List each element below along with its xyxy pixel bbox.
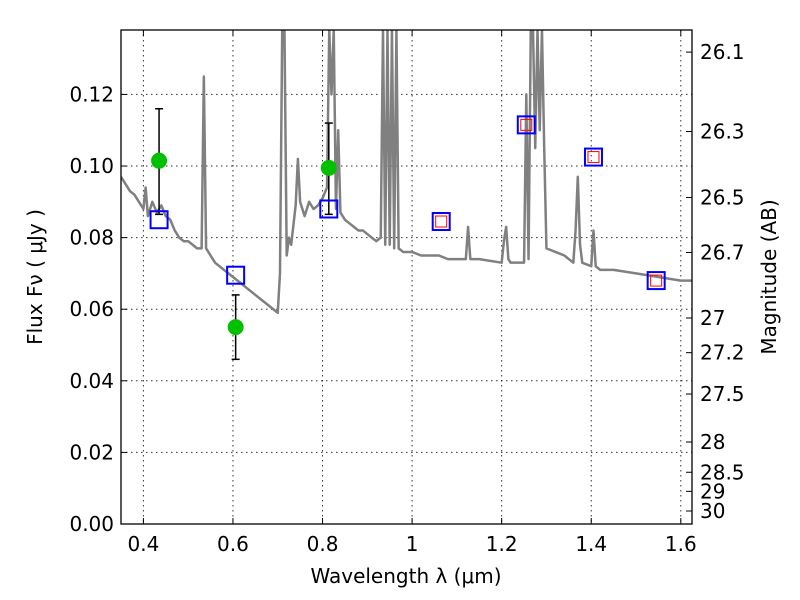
- model-point: [319, 199, 339, 219]
- y2-axis-label: Magnitude (AB): [757, 199, 781, 354]
- observed-point: [151, 152, 168, 169]
- model-point: [583, 147, 603, 167]
- observed-point: [227, 319, 244, 336]
- model-point-inner: [435, 215, 448, 228]
- y2-tick-label: 27.5: [700, 382, 745, 406]
- model-point: [149, 210, 169, 230]
- y2-tick-label: 26.5: [700, 186, 745, 210]
- x-tick-label: 0.6: [217, 532, 249, 556]
- model-point: [516, 115, 536, 135]
- x-tick-label: 1: [406, 532, 419, 556]
- model-point: [431, 212, 451, 232]
- y-tick-label: 0.02: [69, 440, 114, 464]
- x-tick-label: 1.2: [486, 532, 518, 556]
- ticks-layer: 0.4 0.6 0.8 1 1.2 1.4 1.6 0.00 0.02 0.04 0.06 0.08 0…: [69, 30, 745, 556]
- y2-tick-label: 28: [700, 430, 725, 454]
- model-spectrum-line: [121, 30, 692, 315]
- y2-tick-label: 27.2: [700, 341, 745, 365]
- y2-tick-label: 30: [700, 499, 725, 523]
- y-axis-label: Flux Fν ( μJy ): [23, 209, 47, 345]
- y-tick-label: 0.12: [69, 82, 114, 106]
- model-point-inner: [650, 274, 663, 287]
- x-tick-label: 1.4: [575, 532, 607, 556]
- model-point: [226, 265, 246, 285]
- x-tick-label: 0.8: [307, 532, 339, 556]
- y-tick-label: 0.08: [69, 226, 114, 250]
- x-tick-label: 0.4: [127, 532, 159, 556]
- y-tick-label: 0.10: [69, 154, 114, 178]
- y2-tick-label: 26.1: [700, 40, 745, 64]
- y2-tick-label: 26.3: [700, 119, 745, 143]
- y-tick-label: 0.06: [69, 297, 114, 321]
- y-tick-label: 0.00: [69, 512, 114, 536]
- plot-layer: [121, 30, 692, 361]
- plot-frame: [120, 29, 693, 525]
- model-point: [646, 271, 666, 291]
- y2-tick-label: 27: [700, 306, 725, 330]
- y2-tick-label: 29: [700, 479, 725, 503]
- y2-tick-label: 28.5: [700, 460, 745, 484]
- x-axis-label: Wavelength λ (μm): [310, 564, 501, 588]
- grid-layer: [121, 30, 692, 525]
- y2-tick-label: 26.7: [700, 240, 745, 264]
- model-point-inner: [587, 151, 600, 164]
- observed-point: [320, 159, 337, 176]
- y-tick-label: 0.04: [69, 369, 114, 393]
- model-point-inner: [520, 118, 533, 131]
- x-tick-label: 1.6: [665, 532, 697, 556]
